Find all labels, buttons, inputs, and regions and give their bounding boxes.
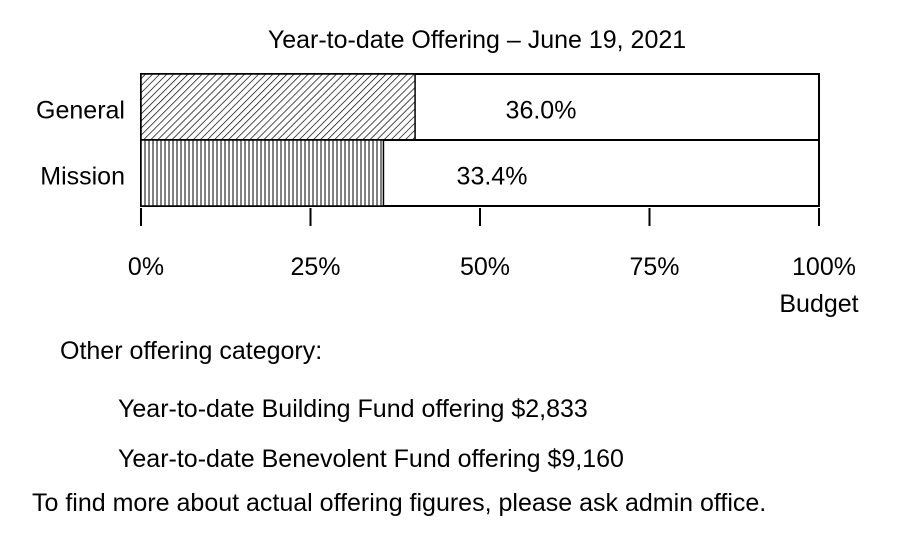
- building-fund-offering: Year-to-date Building Fund offering $2,8…: [118, 395, 588, 423]
- x-tick-label-100: 100%: [792, 253, 856, 281]
- value-label-general: 36.0%: [506, 97, 577, 125]
- chart-title: Year-to-date Offering – June 19, 2021: [268, 26, 686, 54]
- x-tick-label-50: 50%: [460, 253, 510, 281]
- x-tick-label-25: 25%: [290, 253, 340, 281]
- bar-mission: [140, 139, 385, 207]
- offering-chart: Year-to-date Offering – June 19, 2021 Ge…: [36, 26, 859, 318]
- x-axis-label: Budget: [779, 290, 858, 318]
- other-offering-heading: Other offering category:: [60, 337, 323, 365]
- category-label-mission: Mission: [40, 163, 125, 191]
- bar-general: [140, 73, 416, 141]
- x-tick-label-75: 75%: [629, 253, 679, 281]
- benevolent-fund-offering: Year-to-date Benevolent Fund offering $9…: [118, 445, 624, 473]
- footer-note: To find more about actual offering figur…: [32, 489, 767, 517]
- category-label-general: General: [36, 97, 125, 125]
- value-label-mission: 33.4%: [457, 163, 528, 191]
- x-tick-label-0: 0%: [128, 253, 164, 281]
